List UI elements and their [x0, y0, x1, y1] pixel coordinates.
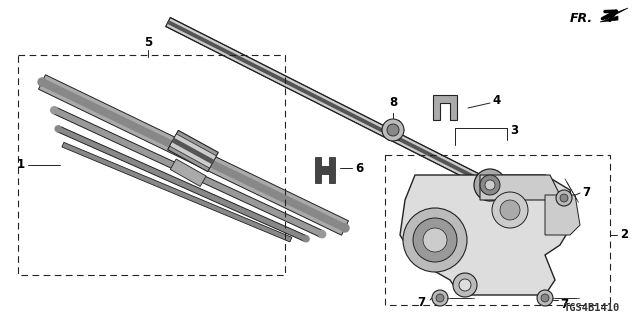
- Polygon shape: [480, 175, 560, 200]
- Polygon shape: [62, 142, 292, 242]
- Circle shape: [480, 175, 500, 195]
- Polygon shape: [170, 159, 206, 187]
- Polygon shape: [57, 126, 307, 242]
- Circle shape: [403, 208, 467, 272]
- Text: 3: 3: [510, 124, 518, 137]
- Circle shape: [341, 224, 349, 232]
- Circle shape: [560, 194, 568, 202]
- Polygon shape: [167, 20, 491, 187]
- Polygon shape: [52, 107, 324, 237]
- Polygon shape: [545, 195, 580, 235]
- Circle shape: [382, 119, 404, 141]
- Circle shape: [38, 78, 46, 86]
- Circle shape: [459, 279, 471, 291]
- Circle shape: [485, 180, 495, 190]
- Text: 2: 2: [620, 228, 628, 242]
- Polygon shape: [172, 138, 214, 164]
- Circle shape: [500, 200, 520, 220]
- Text: 8: 8: [389, 97, 397, 109]
- Text: 7: 7: [417, 295, 425, 308]
- Circle shape: [413, 218, 457, 262]
- Text: 7: 7: [560, 299, 568, 311]
- Circle shape: [387, 124, 399, 136]
- Text: 4: 4: [492, 93, 500, 107]
- Text: 7: 7: [582, 187, 590, 199]
- Circle shape: [51, 107, 58, 114]
- Text: TGS4B1410: TGS4B1410: [564, 303, 620, 313]
- Text: 5: 5: [144, 36, 152, 49]
- Polygon shape: [315, 157, 335, 183]
- Text: 6: 6: [355, 162, 364, 174]
- Circle shape: [432, 290, 448, 306]
- Polygon shape: [166, 18, 492, 189]
- Circle shape: [303, 236, 309, 242]
- Polygon shape: [38, 75, 348, 235]
- Circle shape: [436, 294, 444, 302]
- Circle shape: [453, 273, 477, 297]
- Polygon shape: [600, 16, 618, 22]
- Polygon shape: [40, 78, 347, 232]
- Circle shape: [319, 231, 326, 238]
- Polygon shape: [168, 130, 218, 172]
- Circle shape: [537, 290, 553, 306]
- Polygon shape: [170, 134, 216, 168]
- Circle shape: [556, 190, 572, 206]
- Circle shape: [492, 192, 528, 228]
- Polygon shape: [433, 95, 457, 120]
- Circle shape: [423, 228, 447, 252]
- Circle shape: [474, 169, 506, 201]
- Circle shape: [541, 294, 549, 302]
- Polygon shape: [605, 8, 628, 20]
- Text: FR.: FR.: [570, 12, 593, 25]
- Circle shape: [55, 126, 61, 132]
- Text: 1: 1: [17, 158, 25, 172]
- Polygon shape: [400, 175, 575, 295]
